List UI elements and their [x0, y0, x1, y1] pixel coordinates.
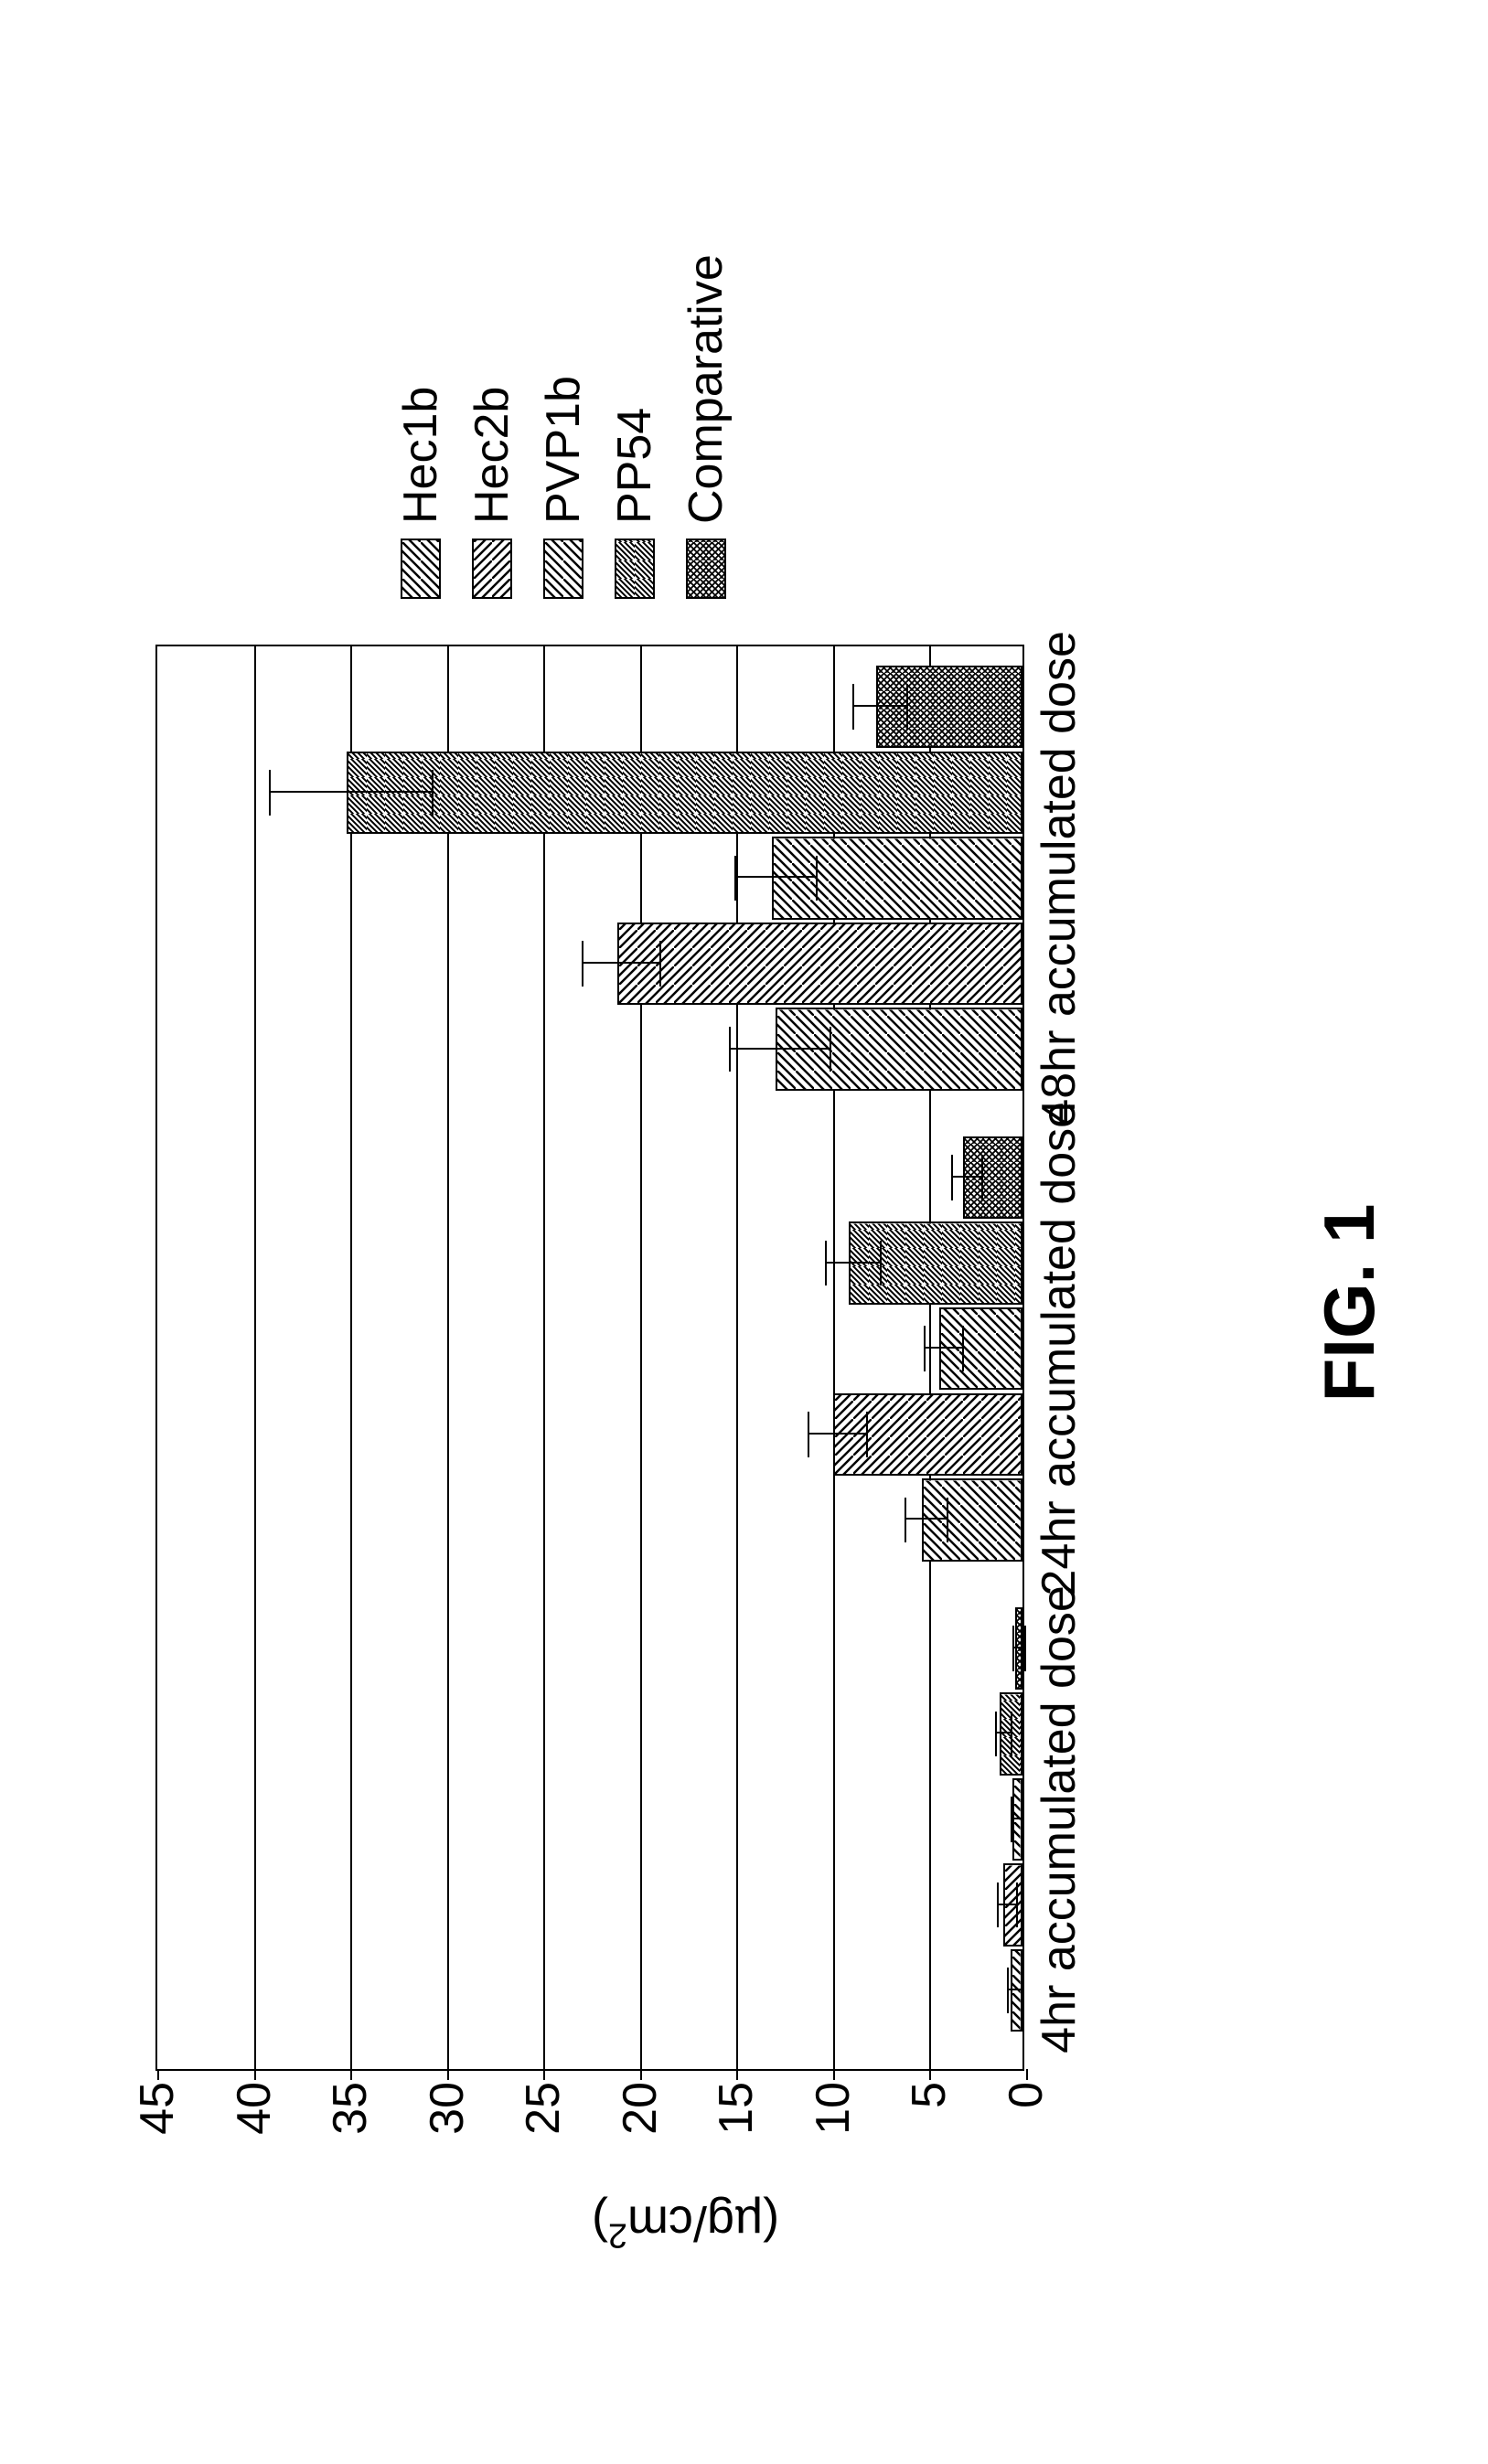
errorbar [1007, 1989, 1022, 1990]
legend-item-Hec1b: Hec1b [393, 387, 448, 599]
errorbar-cap [1011, 1712, 1012, 1757]
legend-label: PVP1b [536, 376, 591, 524]
errorbar-cap [1012, 1626, 1014, 1671]
errorbar-cap [734, 856, 736, 901]
gridline [543, 646, 545, 2069]
errorbar-cap [1022, 1968, 1024, 2013]
bar-PVP1b [772, 837, 1022, 919]
errorbar [269, 791, 431, 793]
errorbar-cap [981, 1155, 983, 1200]
plot-area: 051015202530354045(µg/cm2)4hr accumulate… [155, 645, 1024, 2071]
errorbar-cap [906, 684, 908, 730]
legend-swatch [401, 539, 441, 599]
errorbar-cap [729, 1027, 731, 1072]
ytick-label: 15 [709, 2069, 764, 2135]
legend-swatch [472, 539, 512, 599]
gridline [736, 646, 738, 2069]
ytick-label: 30 [420, 2069, 475, 2135]
errorbar [995, 1732, 1011, 1733]
gridline [447, 646, 449, 2069]
gridline [254, 646, 256, 2069]
gridline [350, 646, 352, 2069]
errorbar-cap [866, 1412, 868, 1457]
errorbar-cap [816, 856, 818, 901]
bar-Hec1b [922, 1478, 1022, 1561]
errorbar-cap [962, 1326, 964, 1371]
bar-PP54 [347, 752, 1022, 834]
bar-Comparative [1015, 1607, 1022, 1690]
legend-label: Comparative [679, 254, 733, 524]
legend-swatch [543, 539, 583, 599]
errorbar [734, 876, 816, 878]
bar-Hec2b [1003, 1863, 1022, 1946]
xtick-label: 24hr accumulated dose [1022, 1102, 1087, 1596]
errorbar-cap [997, 1883, 999, 1928]
legend-item-Comparative: Comparative [679, 254, 733, 599]
ytick-label: 0 [999, 2069, 1054, 2108]
y-axis-title: (µg/cm2) [592, 2195, 779, 2255]
errorbar-cap [1007, 1968, 1009, 2013]
errorbar-cap [432, 770, 434, 816]
bar-PP54 [849, 1221, 1022, 1304]
errorbar-cap [582, 941, 583, 987]
errorbar-cap [825, 1241, 827, 1286]
ytick-label: 40 [227, 2069, 282, 2135]
errorbar-cap [1022, 1797, 1024, 1842]
bar-Hec2b [617, 923, 1022, 1005]
ytick-label: 25 [516, 2069, 571, 2135]
errorbar-cap [1024, 1626, 1026, 1671]
errorbar-cap [1011, 1797, 1012, 1842]
errorbar [825, 1262, 879, 1264]
errorbar-cap [269, 770, 271, 816]
errorbar-cap [905, 1498, 906, 1543]
errorbar-cap [659, 941, 661, 987]
xtick-label: 48hr accumulated dose [1022, 631, 1087, 1125]
xtick-label: 4hr accumulated dose [1022, 1585, 1087, 2053]
legend-label: Hec2b [465, 387, 519, 524]
legend-item-Hec2b: Hec2b [465, 387, 519, 599]
legend-swatch [615, 539, 655, 599]
chart-stage: 0 5 10 15 20 25 30 35 40 45 (µg/cm2) 4hr accumulate… [0, 0, 1488, 2464]
ytick-label: 35 [323, 2069, 378, 2135]
errorbar [924, 1347, 962, 1349]
errorbar [951, 1176, 982, 1178]
errorbar-cap [947, 1498, 948, 1543]
legend-swatch [686, 539, 726, 599]
errorbar-cap [808, 1412, 809, 1457]
ytick-label: 10 [806, 2069, 861, 2135]
bar-Hec2b [833, 1393, 1022, 1476]
errorbar [808, 1433, 865, 1435]
bar-PVP1b [1012, 1778, 1022, 1861]
bar-Hec1b [776, 1008, 1022, 1090]
bar-Comparative [963, 1136, 1022, 1219]
gridline [640, 646, 642, 2069]
errorbar [729, 1048, 830, 1050]
errorbar-cap [830, 1027, 831, 1072]
legend-label: Hec1b [393, 387, 448, 524]
legend-item-PVP1b: PVP1b [536, 376, 591, 599]
errorbar [997, 1904, 1016, 1905]
figure-caption: FIG. 1 [1308, 1204, 1391, 1403]
errorbar-cap [880, 1241, 882, 1286]
legend-item-PP54: PP54 [607, 408, 662, 599]
errorbar [582, 962, 658, 964]
bar-PVP1b [939, 1307, 1022, 1390]
ytick-label: 20 [613, 2069, 668, 2135]
errorbar-cap [924, 1326, 926, 1371]
bar-Comparative [876, 666, 1022, 748]
ytick-label: 5 [902, 2069, 957, 2108]
errorbar-cap [995, 1712, 997, 1757]
errorbar-cap [1016, 1883, 1018, 1928]
errorbar [852, 705, 906, 707]
legend-label: PP54 [607, 408, 662, 524]
errorbar-cap [852, 684, 854, 730]
bar-Hec1b [1011, 1949, 1022, 2032]
errorbar-cap [951, 1155, 953, 1200]
ytick-label: 45 [130, 2069, 185, 2135]
errorbar [905, 1518, 947, 1520]
